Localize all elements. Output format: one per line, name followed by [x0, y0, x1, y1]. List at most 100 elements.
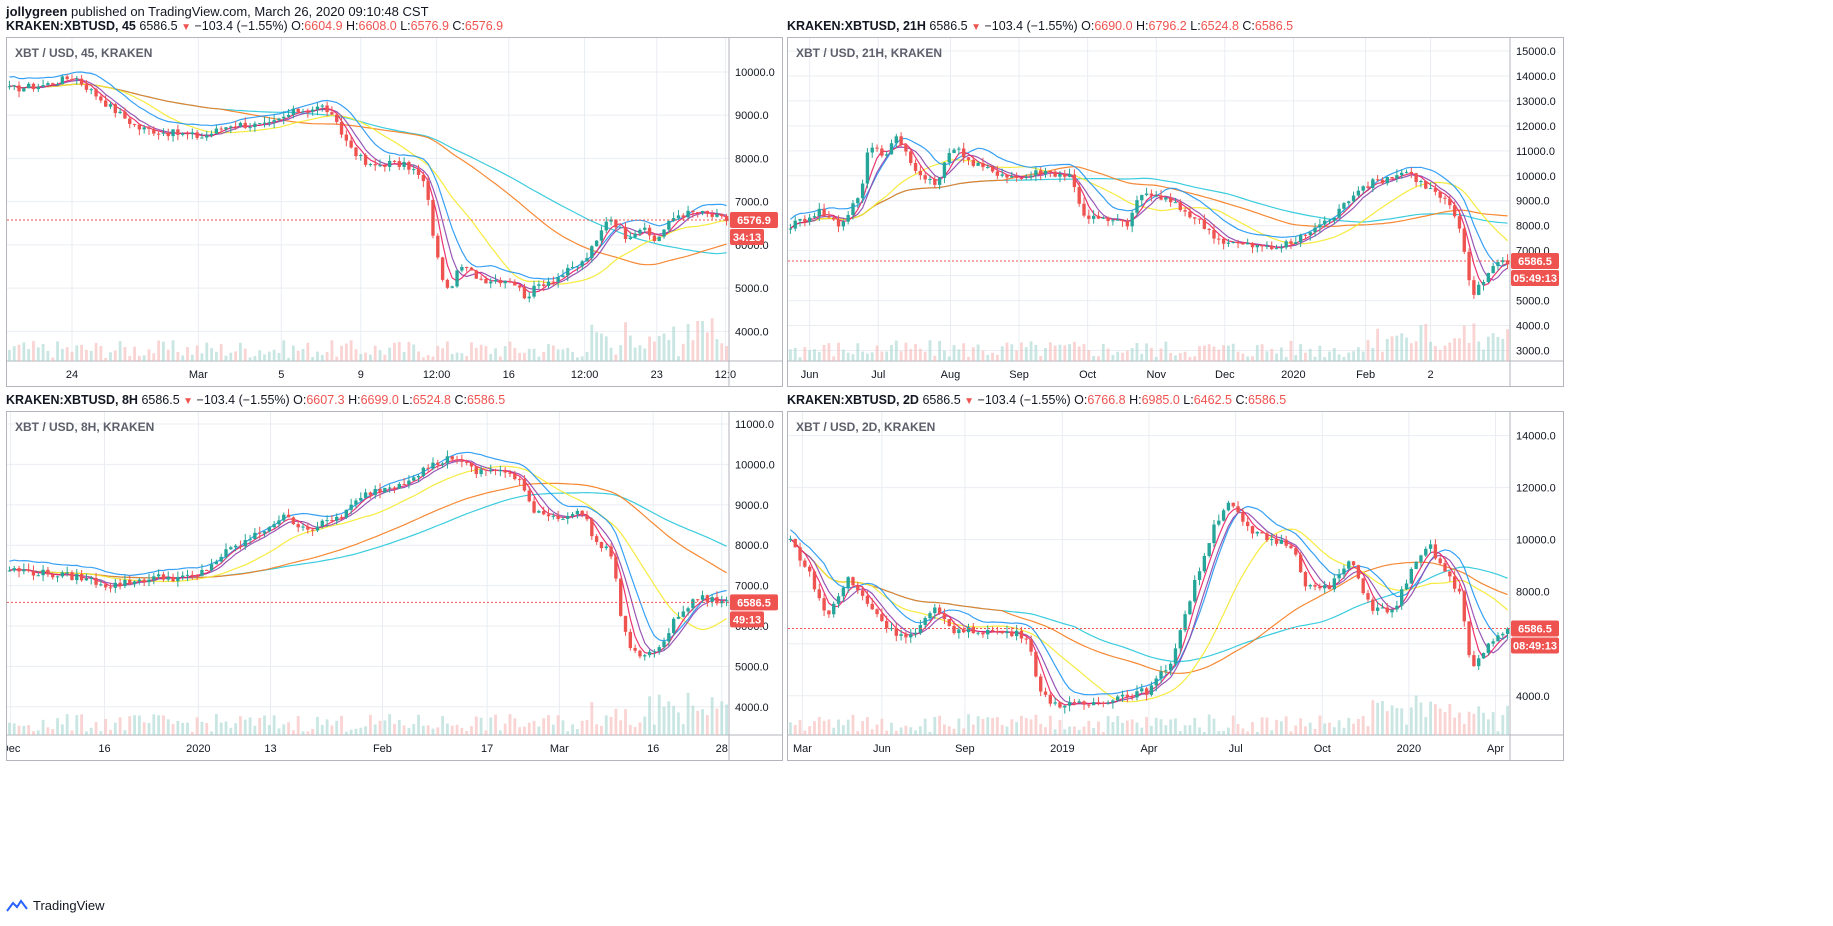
- volume-bar: [166, 349, 170, 361]
- volume-bar: [571, 351, 574, 361]
- moving-average-line: [9, 71, 727, 280]
- candle-body: [1477, 658, 1481, 667]
- candle-body: [962, 148, 966, 158]
- candle-body: [1491, 641, 1495, 644]
- candle-body: [36, 575, 40, 577]
- volume-bar: [1433, 346, 1437, 361]
- candle-body: [1313, 585, 1317, 587]
- candle-body: [142, 127, 146, 130]
- volume-bar: [1458, 338, 1461, 361]
- candle-body: [841, 221, 846, 227]
- chart-svg[interactable]: 4000.05000.06000.07000.08000.09000.01000…: [7, 38, 782, 386]
- candle-body: [875, 147, 879, 149]
- volume-bar: [846, 719, 850, 735]
- candle-body: [827, 610, 831, 615]
- candle-body: [1501, 260, 1505, 263]
- volume-bar: [1409, 343, 1413, 361]
- candle-body: [185, 133, 190, 135]
- volume-bar: [1501, 338, 1505, 361]
- candle-body: [1077, 187, 1081, 204]
- volume-bar: [701, 709, 704, 735]
- x-tick-label: 12:0: [715, 369, 736, 381]
- candle-body: [803, 218, 807, 222]
- candle-body: [1457, 216, 1462, 229]
- volume-bar: [518, 352, 522, 361]
- volume-bar: [1164, 725, 1168, 735]
- volume-bar: [12, 346, 16, 361]
- volume-bar: [17, 725, 21, 735]
- candle-body: [1265, 533, 1269, 541]
- volume-bar: [1361, 716, 1365, 735]
- volume-bar: [918, 348, 922, 361]
- candle-body: [990, 630, 995, 632]
- chart-panel-p21[interactable]: 3000.04000.05000.06000.07000.08000.09000…: [787, 37, 1564, 387]
- moving-average-line: [9, 458, 727, 655]
- candle-body: [1265, 245, 1269, 247]
- candle-body: [7, 570, 12, 572]
- volume-bar: [239, 342, 242, 361]
- volume-bar: [672, 705, 676, 735]
- volume-bar: [1477, 706, 1481, 735]
- chart-svg[interactable]: 3000.04000.05000.06000.07000.08000.09000…: [788, 38, 1563, 386]
- candle-body: [1462, 591, 1466, 622]
- candle-body: [532, 285, 536, 297]
- candle-body: [1063, 705, 1067, 708]
- candle-body: [715, 214, 719, 217]
- candle-body: [1058, 702, 1062, 708]
- volume-bar: [856, 730, 860, 735]
- candle-body: [1014, 176, 1019, 178]
- volume-bar: [1222, 730, 1226, 735]
- volume-bar: [643, 716, 647, 735]
- volume-bar: [846, 352, 850, 361]
- volume-bar: [822, 720, 826, 735]
- moving-average-line: [9, 83, 727, 266]
- footer-brand[interactable]: TradingView: [33, 898, 105, 913]
- chart-svg[interactable]: 4000.05000.06000.07000.08000.09000.01000…: [7, 412, 782, 760]
- volume-bar: [1270, 730, 1274, 735]
- chart-svg[interactable]: 4000.06000.08000.010000.012000.014000.0M…: [788, 412, 1563, 760]
- candle-body: [1395, 175, 1399, 179]
- chart-panel-p8[interactable]: 4000.05000.06000.07000.08000.09000.01000…: [6, 411, 783, 761]
- candle-body: [325, 105, 329, 113]
- volume-bar: [1299, 344, 1303, 361]
- volume-bar: [1111, 354, 1115, 361]
- author-name[interactable]: jollygreen: [6, 4, 68, 19]
- candle-body: [1448, 198, 1452, 206]
- volume-bar: [364, 352, 367, 361]
- candle-body: [566, 267, 570, 276]
- candle-body: [1245, 242, 1250, 245]
- volume-bar: [373, 345, 377, 361]
- candle-body: [306, 111, 310, 113]
- candle-body: [604, 221, 608, 231]
- candle-body: [354, 147, 358, 157]
- volume-bar: [330, 725, 334, 735]
- volume-bar: [1207, 714, 1211, 735]
- y-tick-label: 5000.0: [1516, 296, 1550, 308]
- y-tick-label: 13000.0: [1516, 96, 1556, 108]
- x-tick-label: 16: [503, 369, 515, 381]
- down-triangle-icon: ▼: [964, 396, 975, 407]
- volume-bar: [1121, 352, 1124, 361]
- candle-body: [1438, 191, 1442, 198]
- chart-panel-p45[interactable]: 4000.0 5000.0 6000.0 7000.0 8000.0 9000.0 1000…: [6, 37, 783, 387]
- candle-body: [1371, 599, 1375, 611]
- candle-body: [1197, 571, 1202, 580]
- volume-bar: [1212, 718, 1216, 735]
- symbol-label: KRAKEN:XBTUSD, 45: [6, 19, 136, 33]
- volume-bar: [1356, 347, 1360, 361]
- volume-bar: [1058, 344, 1062, 361]
- candle-body: [335, 114, 339, 122]
- chart-panel-p2d[interactable]: 4000.06000.08000.010000.012000.014000.0M…: [787, 411, 1564, 761]
- volume-bar: [1433, 704, 1437, 735]
- candle-body: [1496, 262, 1500, 267]
- volume-bar: [1198, 346, 1201, 361]
- candle-body: [700, 210, 705, 213]
- y-tick-label: 4000.0: [1516, 321, 1550, 333]
- candle-body: [913, 163, 918, 171]
- volume-bar: [316, 351, 319, 361]
- volume-bar: [861, 721, 865, 735]
- candle-body: [166, 132, 170, 137]
- volume-bar: [841, 725, 845, 735]
- candle-body: [976, 162, 980, 166]
- candle-body: [335, 516, 339, 521]
